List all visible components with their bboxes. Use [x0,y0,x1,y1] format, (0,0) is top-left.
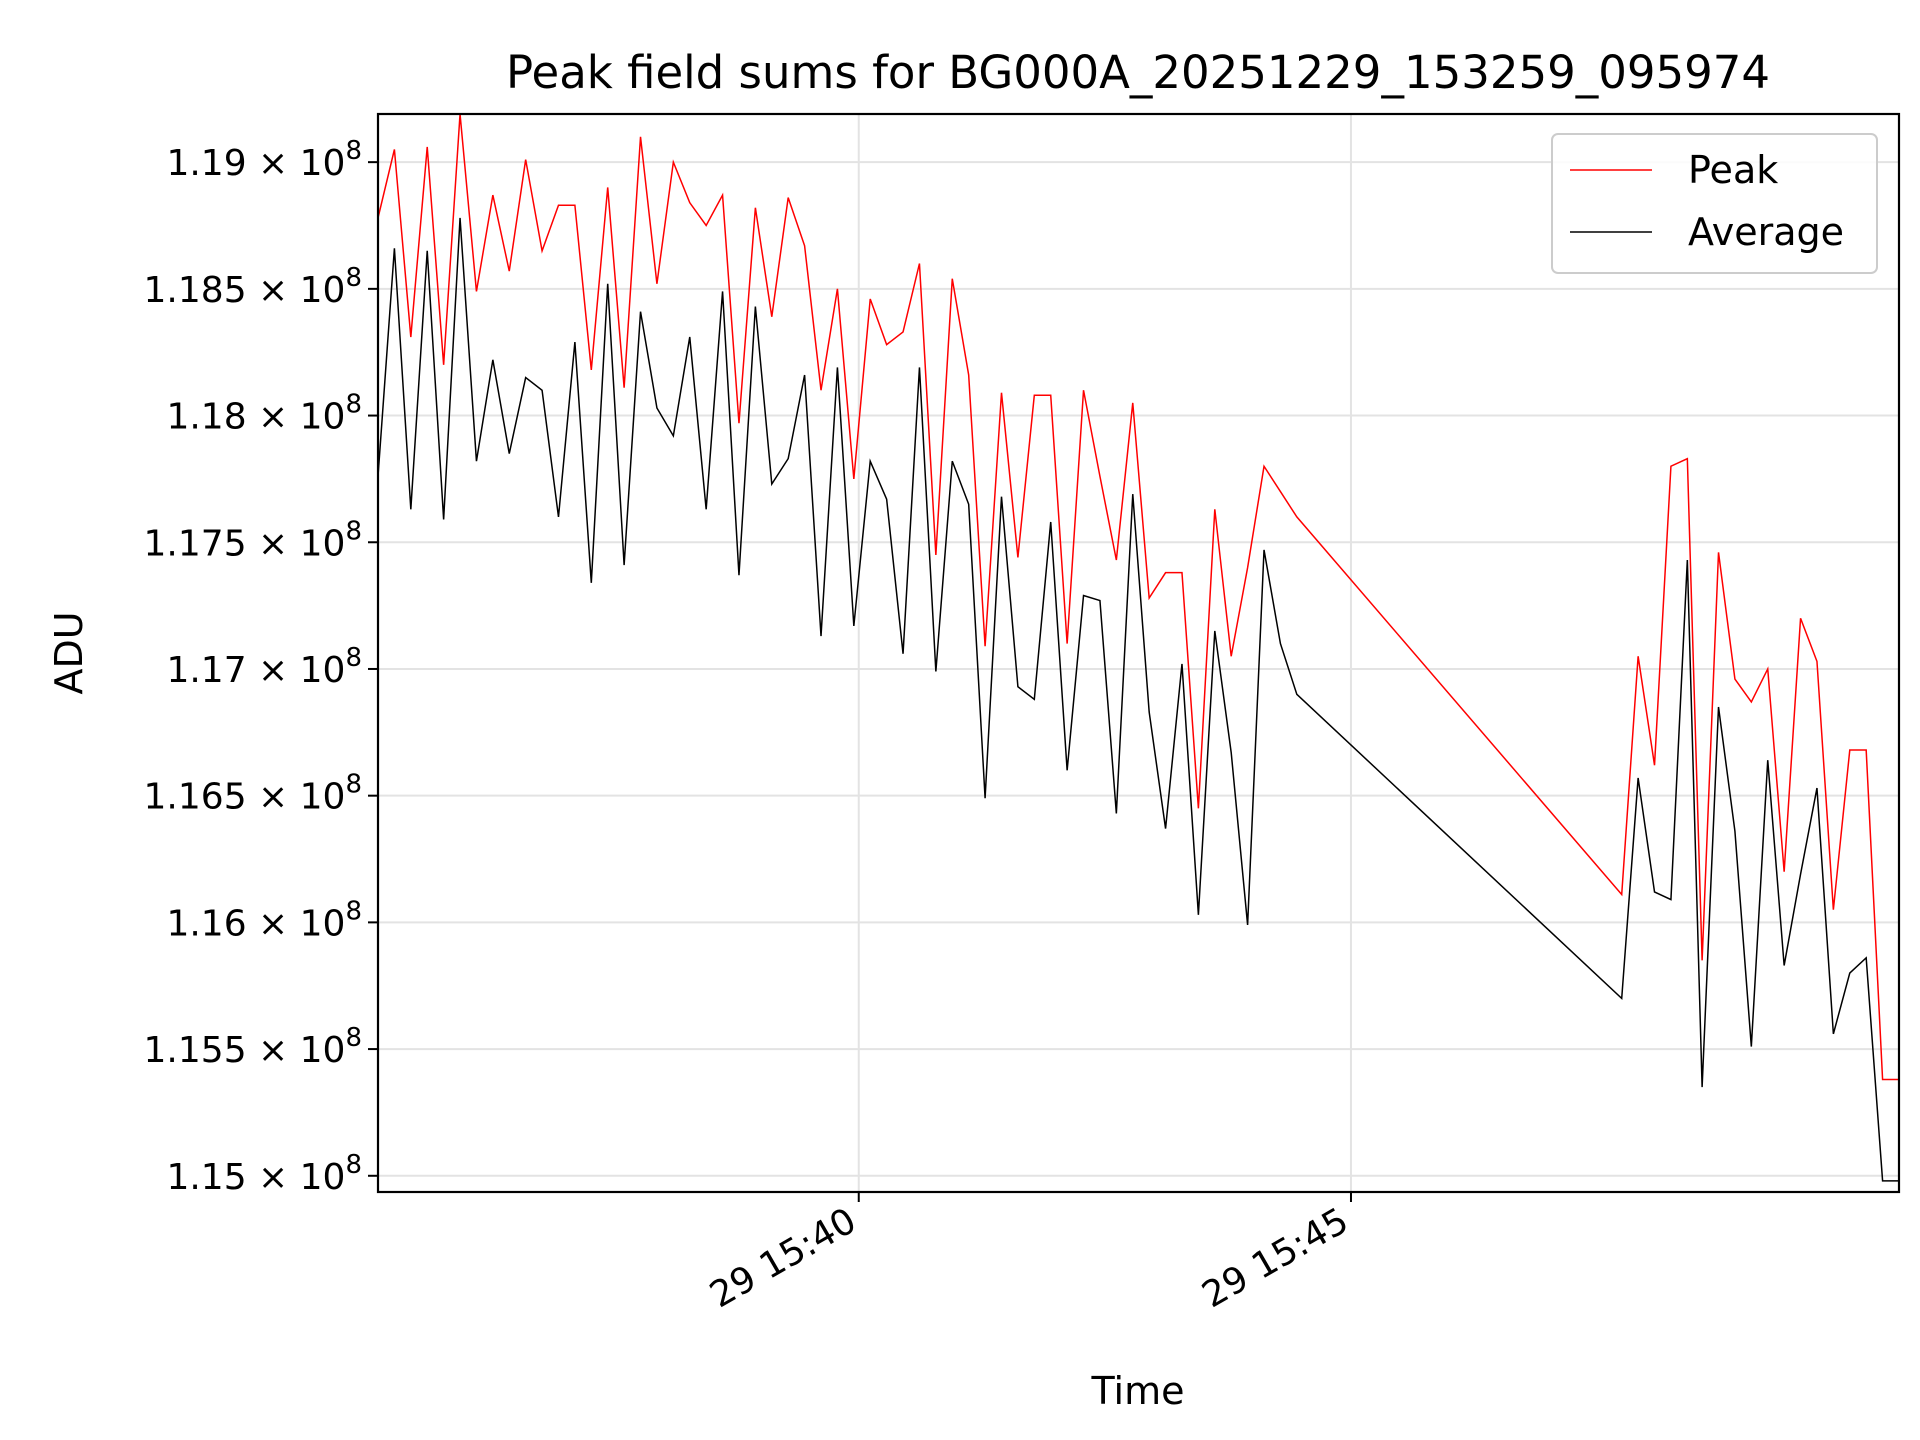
legend: Peak Average [1551,133,1878,274]
series-line-peak [377,113,1899,1081]
y-axis-label: ADU [47,611,91,694]
y-tick-label: 1.175 × 108 [144,516,362,564]
legend-average-label: Average [1688,210,1844,254]
legend-peak-label: Peak [1688,148,1778,192]
y-axis: 1.15 × 108 1.155 × 108 1.16 × 108 1.165 × 1… [144,136,378,1198]
grid [378,114,1899,1192]
plot-frame [376,112,1901,1194]
chart-title: Peak field sums for BG000A_20251229_1532… [506,46,1770,99]
y-tick-label: 1.19 × 108 [166,136,362,184]
y-tick-label: 1.18 × 108 [166,390,362,438]
y-tick-label: 1.15 × 108 [166,1150,362,1198]
y-tick-label: 1.155 × 108 [144,1023,362,1071]
series-line-average [377,217,1899,1182]
y-tick-label: 1.17 × 108 [166,643,362,691]
y-tick-label: 1.165 × 108 [144,770,362,818]
legend-box [1551,133,1878,274]
x-axis-label: Time [1091,1369,1185,1413]
y-tick-label: 1.185 × 108 [144,263,362,311]
y-tick-label: 1.16 × 108 [166,896,362,944]
series-lines [377,113,1899,1182]
